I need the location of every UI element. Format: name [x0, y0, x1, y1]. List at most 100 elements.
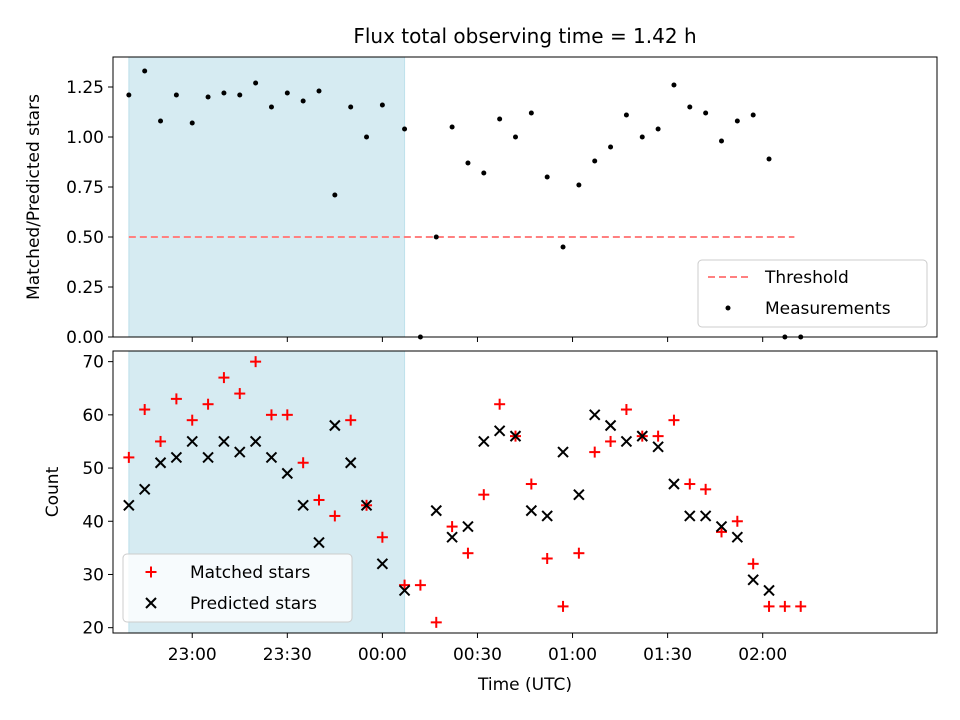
predicted-star-point-b [398, 584, 411, 597]
predicted-star-point [376, 558, 389, 570]
measurement-point [544, 174, 550, 180]
measurement-point [449, 124, 455, 130]
measurement-point [173, 92, 179, 98]
legend-matched-label: Matched stars [190, 563, 310, 583]
predicted-star-point-b [186, 435, 198, 448]
predicted-star-point [360, 499, 373, 512]
bottom-x-tick-label: 23:30 [263, 645, 312, 665]
measurement-point [205, 94, 211, 100]
predicted-star-point-b [138, 483, 151, 496]
matched-star-point [218, 372, 230, 384]
matched-star-point [478, 489, 490, 501]
measurement-point [528, 110, 534, 116]
bottom-axes-frame [112, 350, 938, 634]
bottom-y-tick-label: 40 [82, 512, 104, 532]
legend-predicted-label: Predicted stars [190, 594, 317, 614]
predicted-star-point [509, 430, 522, 442]
measurement-point [481, 170, 487, 176]
measurement-point [512, 134, 518, 140]
measurement-point [750, 112, 756, 118]
top-observing-window-shade [128, 56, 406, 338]
bottom-x-tick-label: 23:00 [168, 645, 217, 665]
predicted-star-point-b [525, 504, 538, 517]
predicted-star-point [478, 435, 490, 448]
predicted-star-point [329, 419, 341, 432]
measurement-point [158, 118, 164, 124]
predicted-star-point [557, 446, 569, 458]
top-y-tick-label: 0.25 [66, 278, 104, 298]
legend-predicted-swatch [145, 597, 157, 609]
measurement-point [253, 80, 259, 86]
matched-star-point [376, 531, 388, 543]
legend-plus-marker [145, 566, 157, 578]
measurement-point [348, 104, 354, 110]
matched-star-point [297, 457, 309, 469]
top-y-tick-label: 1.00 [66, 128, 104, 148]
measurement-point [316, 88, 322, 94]
legend-cross-marker-b [145, 597, 157, 609]
matched-star-point [700, 483, 712, 495]
matched-star-point [715, 526, 727, 538]
measurement-point [189, 120, 195, 126]
predicted-star-point [684, 510, 696, 522]
predicted-star-point [589, 409, 601, 421]
matched-star-point [620, 404, 632, 416]
measurement-point [126, 92, 132, 98]
top-axes-frame [112, 56, 938, 338]
measurement-point [379, 102, 385, 108]
matched-star-point [795, 600, 807, 612]
predicted-star-point-b [509, 430, 522, 442]
measurement-point [671, 82, 677, 88]
predicted-star-point-b [715, 520, 728, 533]
top-shade-rect [128, 56, 406, 338]
predicted-star-point [297, 499, 309, 512]
top-y-axis-label: Matched/Predicted stars [24, 94, 44, 300]
matched-star-point [462, 547, 474, 559]
measurement-point [332, 192, 338, 198]
predicted-star-point-b [589, 409, 601, 421]
predicted-star-point-b [265, 451, 278, 464]
measurement-point [734, 118, 740, 124]
matched-star-point [329, 510, 341, 522]
bottom-y-tick-label: 30 [82, 565, 104, 585]
bottom-x-tick-label: 00:30 [453, 645, 502, 665]
matched-star-point [186, 414, 198, 426]
predicted-star-point-b [684, 510, 696, 522]
predicted-star-point [313, 536, 325, 549]
measurement-point [687, 104, 693, 110]
predicted-star-point-b [462, 520, 474, 533]
chart-title: Flux total observing time = 1.42 h [353, 24, 696, 48]
bottom-y-axis-label: Count [43, 466, 63, 517]
measurement-point [718, 138, 724, 144]
matched-star-point [652, 430, 664, 442]
measurement-point [560, 244, 566, 250]
legend-cross-marker [145, 597, 157, 609]
predicted-star-point [652, 441, 664, 453]
bottom-legend: Matched stars Predicted stars [122, 553, 353, 623]
predicted-star-point [541, 510, 553, 522]
matched-star-point [281, 409, 293, 421]
predicted-star-point [620, 435, 633, 448]
predicted-star-point-b [541, 510, 553, 522]
matched-star-point [779, 600, 791, 612]
measurement-point [364, 134, 370, 140]
predicted-star-point-b [668, 478, 680, 490]
legend-measurements-label: Measurements [765, 299, 891, 319]
predicted-star-point-b [573, 488, 585, 501]
measurement-point [300, 98, 306, 104]
predicted-star-point-b [344, 457, 357, 469]
bottom-series-layer [123, 356, 807, 628]
predicted-star-point [446, 531, 458, 543]
matched-star-point [541, 553, 553, 565]
predicted-star-point [170, 451, 183, 464]
bottom-x-tick-label: 00:00 [358, 645, 407, 665]
predicted-star-point [281, 467, 294, 480]
predicted-star-point [234, 446, 246, 458]
predicted-star-point-b [763, 584, 775, 597]
top-series-layer [126, 68, 804, 340]
matched-star-point [605, 435, 617, 447]
measurement-point [639, 134, 645, 140]
predicted-star-point [398, 584, 411, 597]
predicted-star-point [699, 510, 712, 522]
matched-star-point [345, 414, 357, 426]
